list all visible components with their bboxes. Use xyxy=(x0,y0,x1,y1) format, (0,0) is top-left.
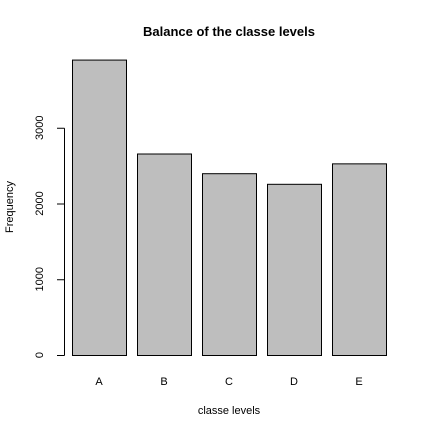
x-tick-labels: A B C D E xyxy=(95,376,362,388)
bar-c xyxy=(202,173,257,356)
y-tick-label: 0 xyxy=(34,352,46,358)
x-tick-label-d: D xyxy=(290,376,298,388)
x-tick-label-e: E xyxy=(355,376,362,388)
y-tick-label: 3000 xyxy=(34,116,46,140)
bar-b xyxy=(137,153,192,356)
bar-e xyxy=(332,163,387,356)
x-tick-label-a: A xyxy=(95,376,103,388)
x-tick-label-b: B xyxy=(160,376,167,388)
x-axis-label: classe levels xyxy=(198,405,261,417)
bars-group xyxy=(72,59,387,356)
y-tick-label: 1000 xyxy=(34,267,46,291)
chart-title: Balance of the classe levels xyxy=(143,24,315,39)
bar-a xyxy=(72,59,127,356)
y-axis-label: Frequency xyxy=(4,181,16,233)
y-axis: 0 1000 2000 3000 xyxy=(34,116,65,358)
x-tick-label-c: C xyxy=(225,376,233,388)
y-tick-label: 2000 xyxy=(34,191,46,215)
bar-d xyxy=(267,183,322,356)
